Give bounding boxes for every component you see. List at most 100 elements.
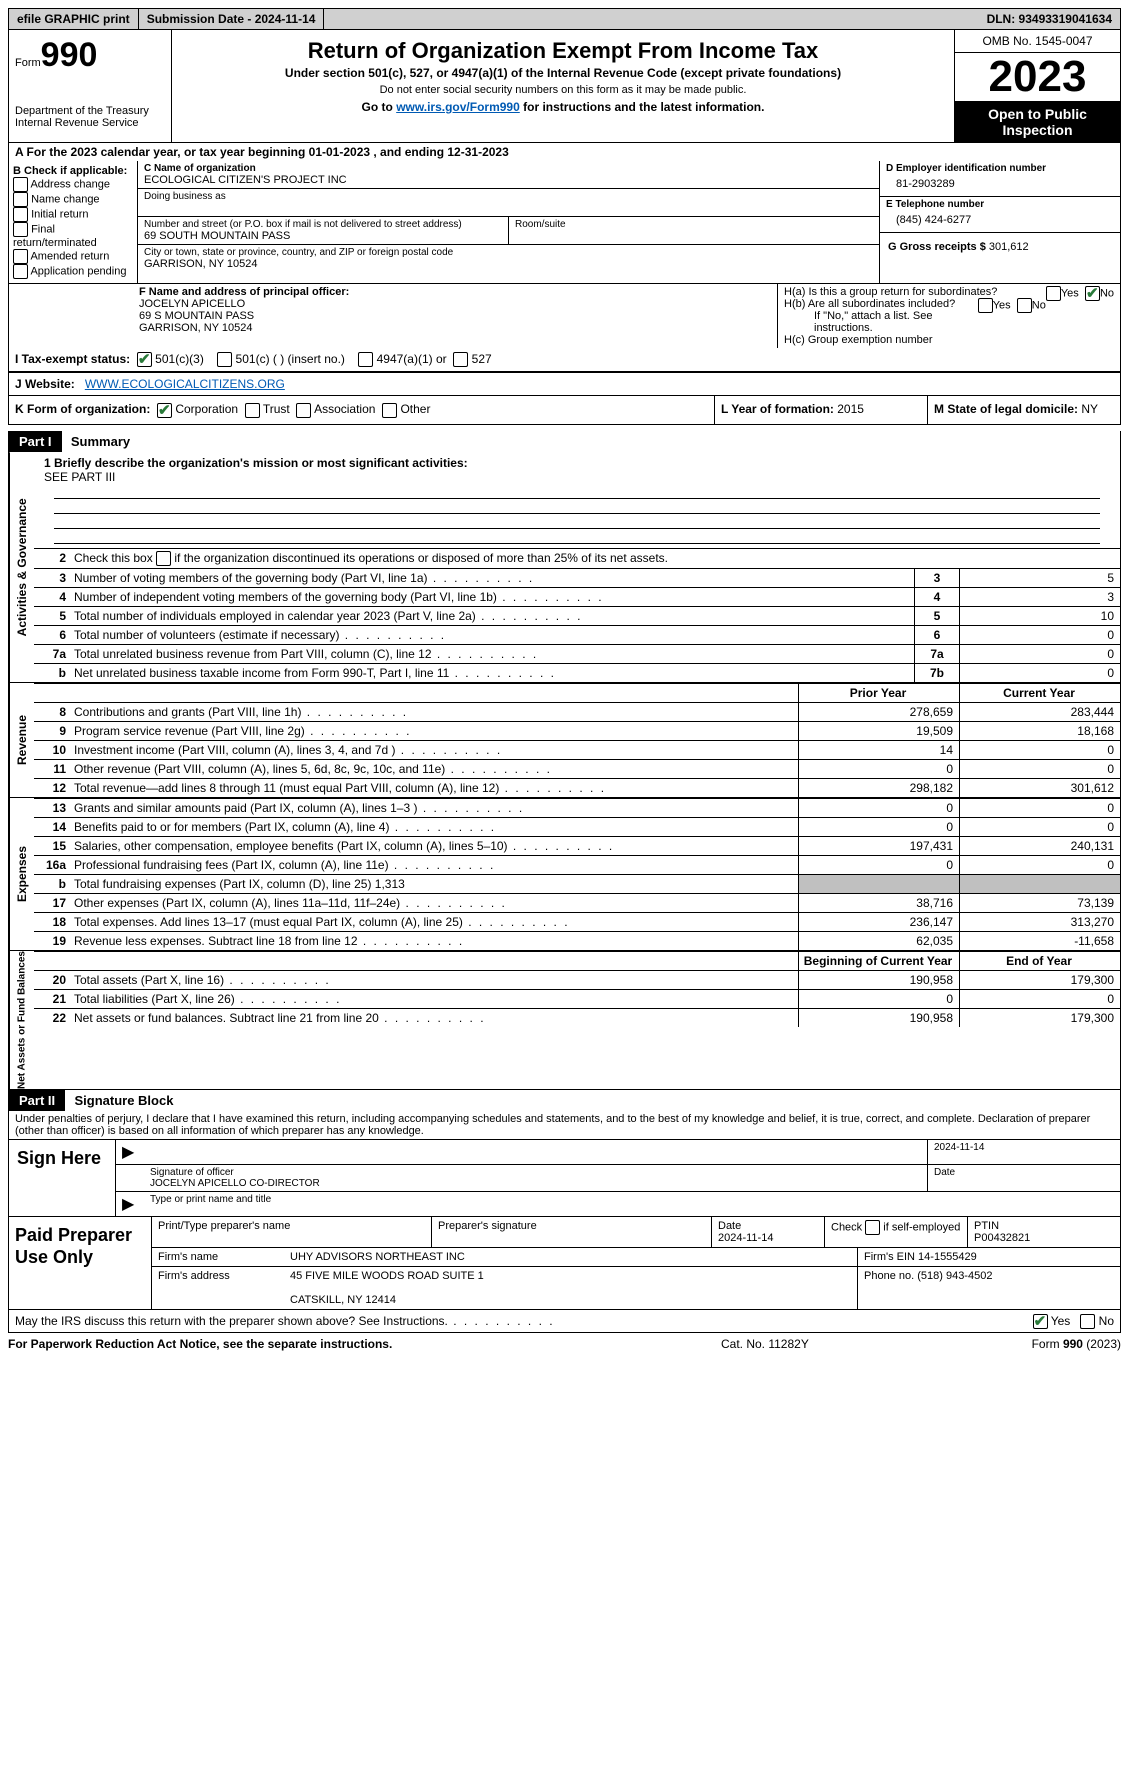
section-revenue: Revenue Prior YearCurrent Year8Contribut…	[8, 683, 1121, 798]
discuss-no-checkbox[interactable]	[1080, 1314, 1095, 1329]
sidetab-revenue: Revenue	[9, 683, 34, 797]
goto-prefix: Go to	[362, 100, 397, 114]
website-link[interactable]: WWW.ECOLOGICALCITIZENS.ORG	[85, 377, 285, 391]
chk-initial-return[interactable]: Initial return	[13, 207, 133, 222]
col-h-group-return: H(a) Is this a group return for subordin…	[777, 284, 1120, 348]
sidetab-governance: Activities & Governance	[9, 452, 34, 682]
open-public-badge: Open to Public Inspection	[955, 102, 1120, 142]
part2-header: Part II	[9, 1090, 65, 1111]
col-f-officer: F Name and address of principal officer:…	[9, 284, 777, 348]
firm-addr-label: Firm's address	[152, 1267, 284, 1309]
city-state-zip: GARRISON, NY 10524	[144, 258, 873, 270]
part1-header: Part I	[9, 431, 62, 452]
officer-sig-name: JOCELYN APICELLO CO-DIRECTOR	[150, 1178, 320, 1189]
header-left: Form990 Department of the Treasury Inter…	[9, 30, 172, 142]
prep-ptin: PTINP00432821	[968, 1217, 1120, 1247]
hb-no-checkbox[interactable]	[1017, 298, 1032, 313]
goto-instructions: Go to www.irs.gov/Form990 for instructio…	[178, 100, 948, 114]
sign-here-label: Sign Here	[9, 1140, 116, 1216]
street-address: 69 SOUTH MOUNTAIN PASS	[144, 230, 502, 242]
ha-no-checkbox[interactable]	[1085, 286, 1100, 301]
sidetab-netassets: Net Assets or Fund Balances	[9, 951, 34, 1089]
section-governance: Activities & Governance 1 Briefly descri…	[8, 452, 1121, 683]
col-c-org-info: C Name of organization ECOLOGICAL CITIZE…	[138, 161, 879, 283]
chk-name-change[interactable]: Name change	[13, 192, 133, 207]
room-label: Room/suite	[515, 219, 873, 230]
summary-row: 22Net assets or fund balances. Subtract …	[34, 1008, 1120, 1027]
f-label: F Name and address of principal officer:	[139, 286, 349, 298]
goto-suffix: for instructions and the latest informat…	[520, 100, 765, 114]
chk-discontinued[interactable]	[156, 551, 171, 566]
chk-self-employed[interactable]	[865, 1220, 880, 1235]
footer: For Paperwork Reduction Act Notice, see …	[8, 1333, 1121, 1355]
line-j: J Website: WWW.ECOLOGICALCITIZENS.ORG	[8, 373, 1121, 396]
type-name-label: Type or print name and title	[144, 1192, 1120, 1216]
discuss-row: May the IRS discuss this return with the…	[9, 1309, 1120, 1332]
block-bcdeg: B Check if applicable: Address change Na…	[8, 161, 1121, 284]
h-a-row: H(a) Is this a group return for subordin…	[784, 286, 1114, 298]
header-title-block: Return of Organization Exempt From Incom…	[172, 30, 954, 142]
footer-catno: Cat. No. 11282Y	[721, 1337, 921, 1351]
chk-other[interactable]	[382, 403, 397, 418]
form-header: Form990 Department of the Treasury Inter…	[8, 30, 1121, 143]
hb-yes-checkbox[interactable]	[978, 298, 993, 313]
summary-row: 7aTotal unrelated business revenue from …	[34, 644, 1120, 663]
chk-trust[interactable]	[245, 403, 260, 418]
tax-year: 2023	[955, 53, 1120, 102]
submission-date: Submission Date - 2024-11-14	[139, 9, 325, 29]
summary-row: 13Grants and similar amounts paid (Part …	[34, 798, 1120, 817]
prep-name-header: Print/Type preparer's name	[152, 1217, 432, 1247]
summary-row: 16aProfessional fundraising fees (Part I…	[34, 855, 1120, 874]
footer-paperwork: For Paperwork Reduction Act Notice, see …	[8, 1337, 721, 1351]
summary-row: 18Total expenses. Add lines 13–17 (must …	[34, 912, 1120, 931]
j-label: J Website:	[15, 377, 78, 391]
summary-row: 9Program service revenue (Part VIII, lin…	[34, 721, 1120, 740]
part1-title: Summary	[65, 431, 136, 452]
chk-assoc[interactable]	[296, 403, 311, 418]
firm-name-label: Firm's name	[152, 1248, 284, 1266]
firm-phone: Phone no. (518) 943-4502	[858, 1267, 1120, 1309]
part2-row: Part II Signature Block	[8, 1090, 1121, 1111]
chk-501c3[interactable]	[137, 352, 152, 367]
prep-date: Date2024-11-14	[712, 1217, 825, 1247]
firm-ein: Firm's EIN 14-1555429	[858, 1248, 1120, 1266]
chk-amended-return[interactable]: Amended return	[13, 249, 133, 264]
sig-officer-label: Signature of officerJOCELYN APICELLO CO-…	[144, 1165, 927, 1191]
header-right: OMB No. 1545-0047 2023 Open to Public In…	[954, 30, 1120, 142]
l-year-formation: L Year of formation: 2015	[714, 396, 927, 423]
phone-value: (845) 424-6277	[886, 210, 1114, 230]
chk-501c[interactable]	[217, 352, 232, 367]
e-phone-label: E Telephone number	[886, 199, 1114, 210]
dept-treasury: Department of the Treasury	[15, 105, 165, 117]
preparer-label: Paid Preparer Use Only	[9, 1217, 152, 1309]
part1-row: Part I Summary	[8, 431, 1121, 452]
mission-text: SEE PART III	[44, 470, 115, 484]
summary-row: 6Total number of volunteers (estimate if…	[34, 625, 1120, 644]
chk-4947[interactable]	[358, 352, 373, 367]
summary-row: 5Total number of individuals employed in…	[34, 606, 1120, 625]
chk-final-return[interactable]: Final return/terminated	[13, 222, 133, 249]
discuss-yes-checkbox[interactable]	[1033, 1314, 1048, 1329]
ha-yes-checkbox[interactable]	[1046, 286, 1061, 301]
line1-briefly: 1 Briefly describe the organization's mi…	[34, 452, 1120, 548]
chk-address-change[interactable]: Address change	[13, 177, 133, 192]
summary-row: bTotal fundraising expenses (Part IX, co…	[34, 874, 1120, 893]
ssn-note: Do not enter social security numbers on …	[178, 84, 948, 96]
k-form-org: K Form of organization: Corporation Trus…	[9, 396, 714, 423]
chk-527[interactable]	[453, 352, 468, 367]
d-ein-label: D Employer identification number	[886, 163, 1114, 174]
irs-link[interactable]: www.irs.gov/Form990	[396, 100, 520, 114]
form-label: Form	[15, 57, 41, 69]
chk-application-pending[interactable]: Application pending	[13, 264, 133, 279]
chk-corp[interactable]	[157, 403, 172, 418]
sig-date: 2024-11-14	[927, 1140, 1120, 1164]
city-label: City or town, state or province, country…	[144, 247, 873, 258]
firm-address: 45 FIVE MILE WOODS ROAD SUITE 1CATSKILL,…	[284, 1267, 858, 1309]
dba-label: Doing business as	[144, 191, 873, 202]
col-b-check-applicable: B Check if applicable: Address change Na…	[9, 161, 138, 283]
col-deg: D Employer identification number 81-2903…	[879, 161, 1120, 283]
summary-row: 8Contributions and grants (Part VIII, li…	[34, 702, 1120, 721]
line-i: I Tax-exempt status: 501(c)(3) 501(c) ( …	[8, 348, 1121, 373]
arrow-icon-2: ▶	[116, 1192, 144, 1216]
preparer-block: Paid Preparer Use Only Print/Type prepar…	[9, 1216, 1120, 1309]
